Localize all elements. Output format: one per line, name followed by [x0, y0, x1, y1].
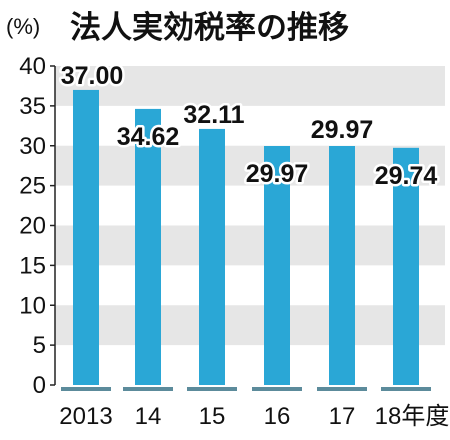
bar-16 — [264, 145, 290, 385]
y-tick-label: 20 — [19, 213, 46, 240]
grid-bands — [55, 66, 445, 346]
grid-band — [55, 305, 445, 346]
y-tick-label: 5 — [33, 332, 46, 359]
x-tick-label: 2013 — [59, 403, 112, 430]
value-label: 29.74 — [375, 162, 438, 190]
value-label: 34.62 — [117, 123, 180, 151]
bar-14 — [135, 108, 161, 385]
grid-band — [55, 145, 445, 186]
bars-group — [73, 89, 419, 386]
unit-label: (%) — [6, 14, 40, 39]
x-tick-label: 18年度 — [375, 403, 450, 430]
y-tick-label: 35 — [19, 93, 46, 120]
y-tick-label: 40 — [19, 53, 46, 80]
baseline-segment — [252, 387, 302, 391]
x-axis-ticks: 2013 14 15 16 17 18年度 — [59, 403, 449, 430]
y-tick-label: 10 — [19, 292, 46, 319]
bar-18年度 — [393, 147, 419, 385]
baseline-segments — [61, 387, 431, 391]
y-tick-label: 30 — [19, 133, 46, 160]
value-label: 29.97 — [246, 160, 309, 188]
y-tick-label: 15 — [19, 252, 46, 279]
bar-2013 — [73, 89, 99, 386]
x-tick-label: 14 — [135, 403, 162, 430]
baseline-segment — [123, 387, 173, 391]
bar-17 — [329, 145, 355, 385]
x-tick-label: 16 — [264, 403, 291, 430]
value-label: 32.11 — [183, 101, 244, 129]
grid-band — [55, 225, 445, 266]
x-tick-label: 15 — [199, 403, 226, 430]
y-tick-label: 0 — [33, 372, 46, 399]
value-label: 37.00 — [61, 62, 124, 90]
y-axis-ticks: 0 5 10 15 20 25 30 35 40 — [19, 53, 55, 399]
bar-15 — [199, 128, 225, 386]
grid-band — [55, 66, 445, 106]
y-tick-label: 25 — [19, 173, 46, 200]
baseline-segment — [317, 387, 367, 391]
baseline-segment — [61, 387, 111, 391]
baseline-segment — [187, 387, 237, 391]
x-tick-label: 17 — [329, 403, 356, 430]
baseline-segment — [381, 387, 431, 391]
chart-title: 法人実効税率の推移 — [70, 10, 349, 45]
value-label: 29.97 — [311, 116, 374, 144]
